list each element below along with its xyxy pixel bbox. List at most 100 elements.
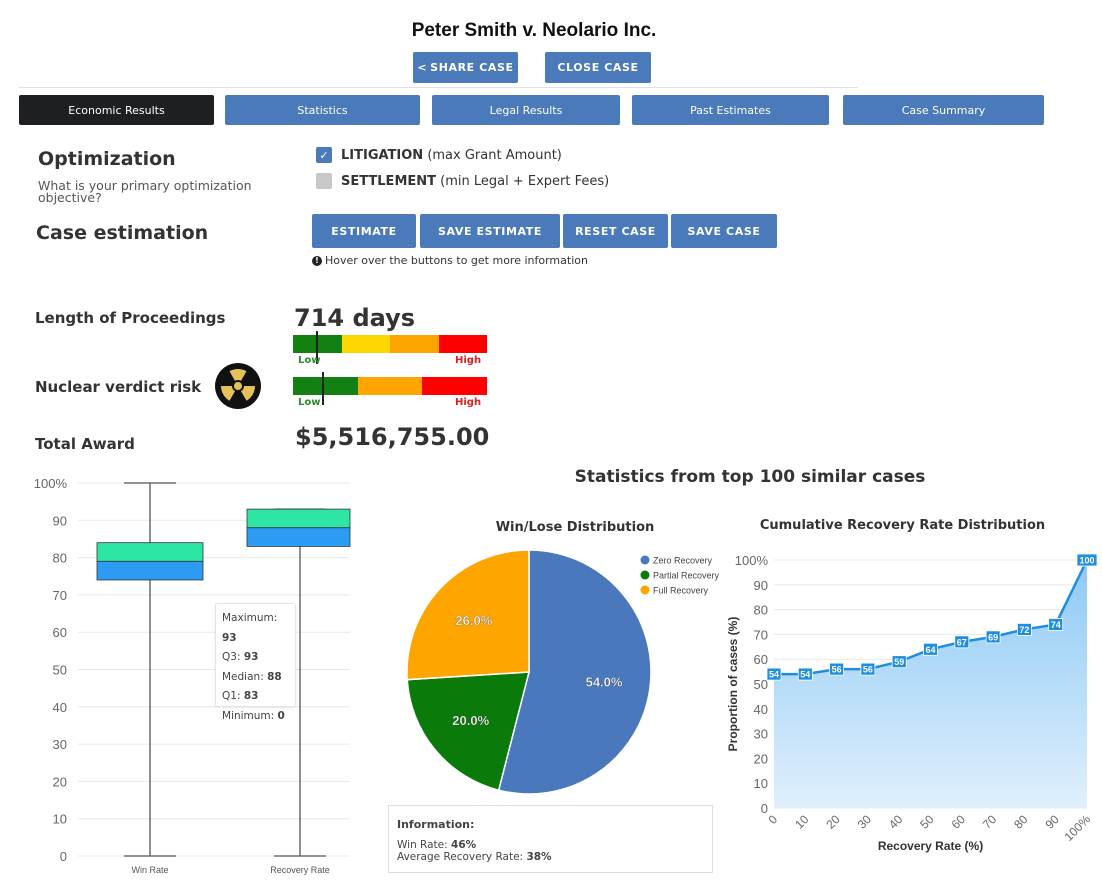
data-label-box [1048,618,1064,631]
info-icon: ! [312,255,322,266]
y-tick-label: 20 [754,751,768,766]
x-tick-label: 50 [917,812,937,832]
pie-chart: 54.0% Zero Recovery 20.0% Partial Recovery 2… [406,549,720,795]
x-tick-label: 100% [1062,812,1094,844]
optimization-question: What is your primary optimization object… [38,178,252,205]
estimate-button[interactable]: ESTIMATE [312,214,416,248]
x-tick-label: 10 [792,812,812,832]
y-tick-label: 60 [53,625,67,640]
y-tick-label: 70 [754,627,768,642]
share-icon: < [417,61,428,74]
stats-title: Statistics from top 100 similar cases [574,467,926,487]
y-tick-label: 70 [53,588,67,603]
tooltip-row: Q3: 93 [222,651,259,663]
option-settlement[interactable]: SETTLEMENT (min Legal + Expert Fees) [316,173,609,189]
box-upper [246,508,351,529]
y-tick-label: 40 [754,702,768,717]
tab-past-estimates[interactable]: Past Estimates [632,95,829,125]
tooltip-row: Q1: 83 [222,690,259,702]
x-tick-label: Win Rate [131,865,168,875]
data-label: 72 [1019,625,1029,635]
data-label: 56 [863,665,873,675]
data-label-box [985,630,1001,644]
data-label-box [829,662,844,676]
y-tick-label: 20 [53,774,67,789]
pie-slice-label: 54.0% [586,674,623,689]
tab-statistics[interactable]: Statistics [225,95,420,125]
save-case-button[interactable]: SAVE CASE [671,214,777,248]
y-axis-label: Proportion of cases (%) [726,617,740,752]
data-label-box [923,642,938,656]
x-tick-label: Recovery Rate [270,865,330,875]
share-case-button[interactable]: < SHARE CASE [413,52,518,83]
data-label: 64 [925,645,935,655]
hint-text: Hover over the buttons to get more infor… [325,254,588,267]
x-tick-label: 60 [949,812,969,832]
x-tick-label: 70 [980,812,1000,832]
data-label-box [797,667,813,681]
info-box: Information: Win Rate: 46% Average Recov… [388,805,713,873]
y-tick-label: 90 [754,578,768,593]
tooltip-row: Maximum: 93 [222,612,278,644]
data-label: 54 [769,670,779,680]
data-label: 56 [832,665,842,675]
checkbox-checked-icon[interactable]: ✓ [316,147,332,163]
y-tick-label: 30 [754,727,768,742]
x-axis-label: Recovery Rate (%) [878,839,983,853]
pie-slice-label: 26.0% [455,613,492,628]
legend-marker [640,570,650,580]
data-label: 67 [957,637,967,647]
data-label-box [766,667,782,681]
close-case-button[interactable]: CLOSE CASE [545,52,651,83]
option-settlement-rest: (min Legal + Expert Fees) [436,173,610,189]
pie-slice [497,549,652,795]
x-tick-label: 20 [823,812,843,832]
legend-label: Zero Recovery [653,556,713,566]
boxplot-chart: 0 10 20 30 40 50 60 70 80 90 100% Win Rate Recovery … [34,476,351,875]
length-gauge-marker [316,331,319,364]
x-tick-label: 90 [1042,812,1062,832]
checkbox-unchecked-icon[interactable] [316,173,332,189]
data-label: 69 [988,632,998,642]
legend-label: Partial Recovery [653,571,720,581]
data-label: 54 [800,670,810,680]
y-tick-label: 30 [53,737,67,752]
radiation-icon [215,363,261,409]
length-value: 714 days [294,304,416,332]
option-litigation[interactable]: ✓ LITIGATION (max Grant Amount) [316,147,562,163]
data-label: 100 [1079,556,1094,566]
y-tick-label: 100% [34,476,68,491]
pie-slice-label: 20.0% [452,713,489,728]
reset-case-button[interactable]: RESET CASE [563,214,668,248]
y-tick-label: 80 [754,603,768,618]
save-estimate-button[interactable]: SAVE ESTIMATE [420,214,560,248]
y-tick-label: 100% [735,553,769,568]
pie-slice [406,671,530,792]
legend-marker [640,585,650,595]
tab-economic-results[interactable]: Economic Results [19,95,214,125]
nuclear-gauge-low: Low [298,397,321,408]
hint-row: ! Hover over the buttons to get more inf… [312,254,588,267]
share-case-label: SHARE CASE [430,61,514,74]
y-tick-label: 10 [53,812,67,827]
nuclear-gauge-marker [322,372,325,405]
option-settlement-strong: SETTLEMENT [341,173,437,189]
option-litigation-strong: LITIGATION [341,147,424,163]
y-tick-label: 40 [53,700,67,715]
total-award-label: Total Award [35,435,135,453]
header-divider [18,87,858,88]
info-win-rate: Win Rate: 46% [397,839,477,851]
length-label: Length of Proceedings [35,309,226,327]
nuclear-gauge [293,377,487,395]
length-gauge-low: Low [298,355,321,366]
tab-case-summary[interactable]: Case Summary [843,95,1044,125]
boxplot-tooltip: Maximum: 93 Q3: 93 Median: 88 Q1: 83 Min… [215,603,296,722]
data-label-box [860,662,876,676]
pie-slice [406,549,530,681]
tab-legal-results[interactable]: Legal Results [432,95,620,125]
data-label: 74 [1051,620,1061,630]
info-avg-recovery: Average Recovery Rate: 38% [397,851,552,863]
y-tick-label: 50 [754,677,768,692]
case-title: Peter Smith v. Neolario Inc. [411,20,657,41]
data-label: 59 [894,657,904,667]
